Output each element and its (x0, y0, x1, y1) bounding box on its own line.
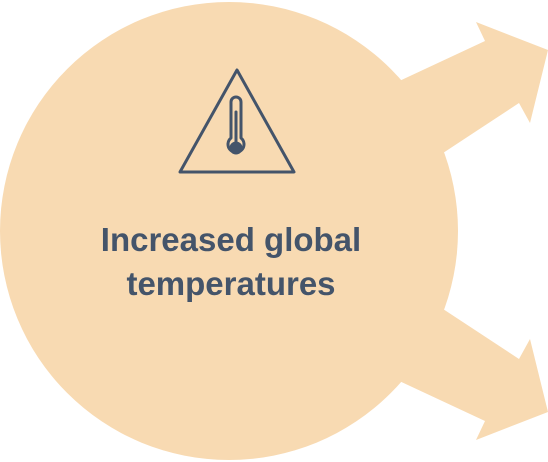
lower-right-arrow (395, 307, 548, 440)
diagram-title: Increased global temperatures (100, 221, 362, 302)
thermometer-warning-icon (178, 68, 296, 174)
upper-right-arrow (395, 22, 548, 155)
central-circle (0, 2, 458, 460)
